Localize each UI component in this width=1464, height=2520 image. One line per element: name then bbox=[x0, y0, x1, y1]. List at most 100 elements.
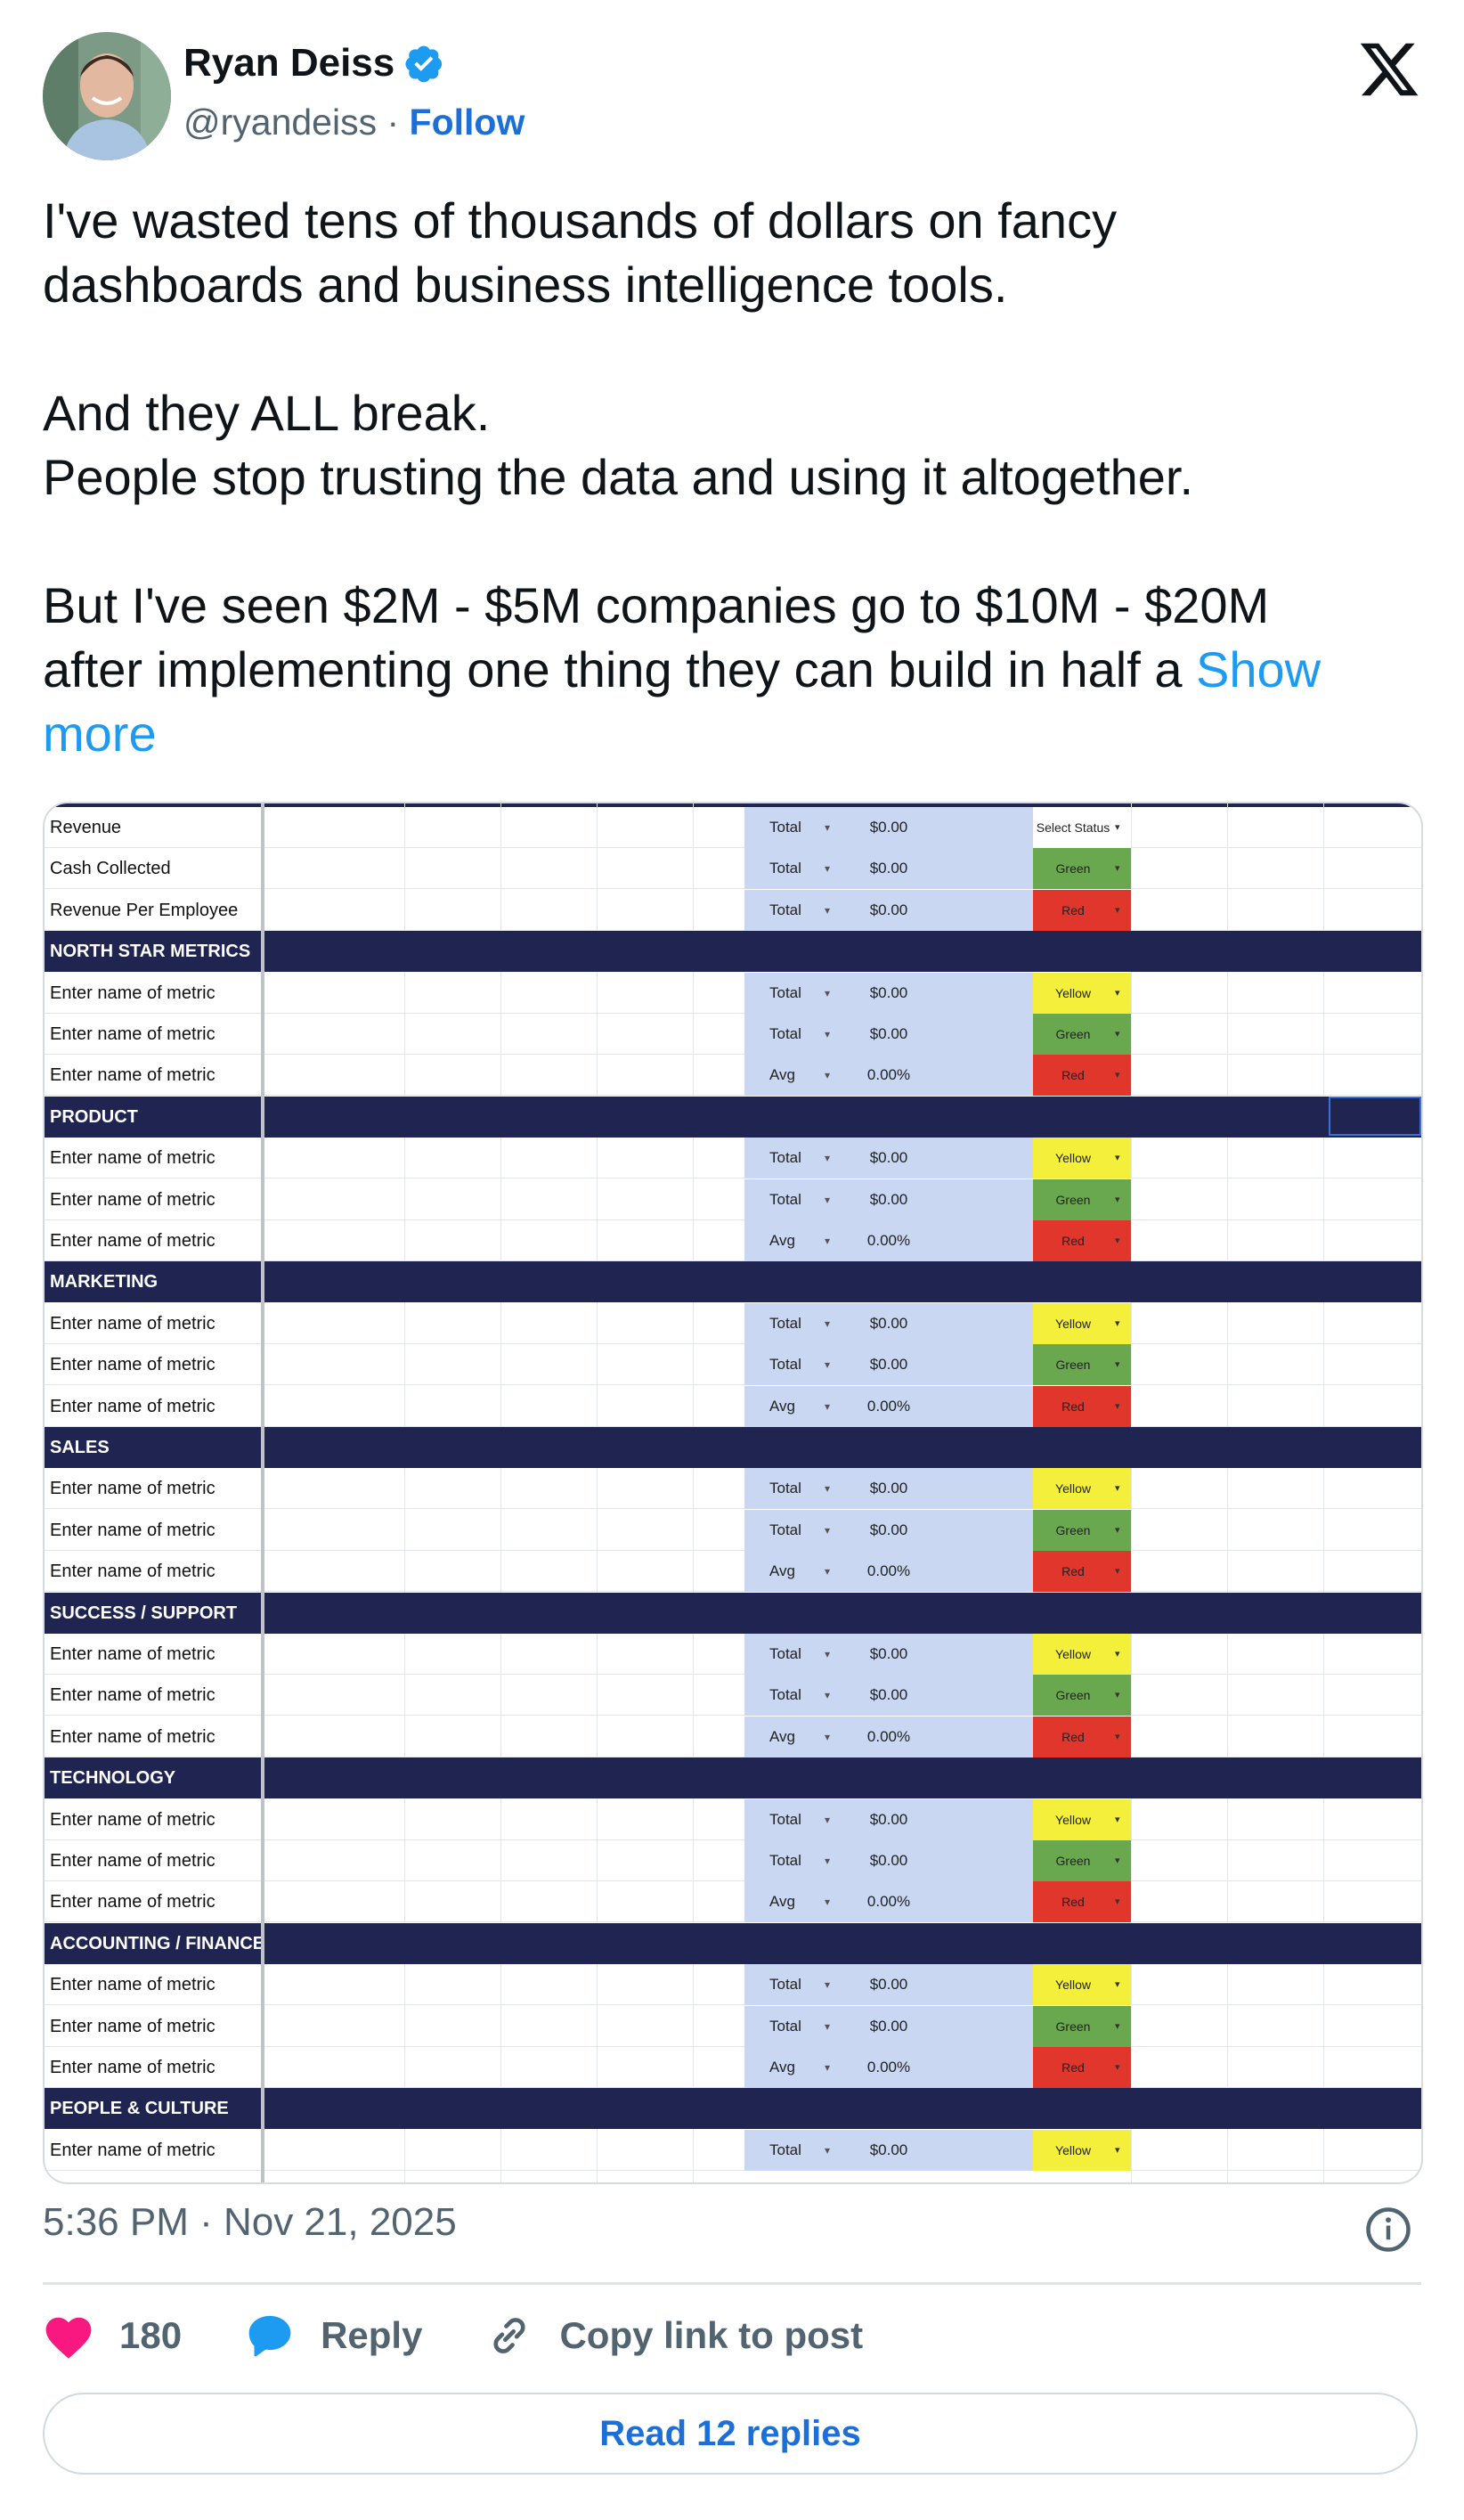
aggregation-dropdown[interactable]: Total ▾ bbox=[744, 848, 841, 890]
section-title[interactable]: PRODUCT bbox=[50, 1106, 138, 1127]
status-dropdown[interactable]: Red ▾ bbox=[1033, 1881, 1131, 1923]
section-title[interactable]: TECHNOLOGY bbox=[50, 1768, 176, 1789]
aggregation-dropdown[interactable]: Avg ▾ bbox=[744, 1716, 841, 1757]
metric-value-cell[interactable]: 0.00% bbox=[841, 1055, 937, 1097]
metric-value-cell[interactable]: $0.00 bbox=[841, 848, 937, 890]
empty-cell[interactable] bbox=[937, 2129, 1033, 2171]
empty-cell[interactable] bbox=[937, 2047, 1033, 2088]
aggregation-dropdown[interactable]: Avg ▾ bbox=[744, 1055, 841, 1097]
metric-name-cell[interactable]: Enter name of metric bbox=[50, 1148, 216, 1169]
aggregation-dropdown[interactable]: Avg ▾ bbox=[744, 1551, 841, 1593]
aggregation-dropdown[interactable]: Total ▾ bbox=[744, 2129, 841, 2171]
status-dropdown[interactable]: Green ▾ bbox=[1033, 1675, 1131, 1717]
metric-name-cell[interactable]: Enter name of metric bbox=[50, 2058, 216, 2077]
status-dropdown[interactable]: Red ▾ bbox=[1033, 1716, 1131, 1757]
aggregation-dropdown[interactable]: Total ▾ bbox=[744, 2005, 841, 2047]
empty-cell[interactable] bbox=[937, 1716, 1033, 1757]
metric-name-cell[interactable]: Enter name of metric bbox=[50, 983, 216, 1003]
metric-value-cell[interactable]: $0.00 bbox=[841, 1468, 937, 1510]
x-logo-icon[interactable] bbox=[1357, 37, 1421, 102]
section-title[interactable]: PEOPLE & CULTURE bbox=[50, 2099, 229, 2119]
metric-value-cell[interactable]: $0.00 bbox=[841, 1964, 937, 2006]
metric-name-cell[interactable]: Enter name of metric bbox=[50, 1065, 216, 1086]
empty-cell[interactable] bbox=[937, 1220, 1033, 1261]
metric-name-cell[interactable]: Enter name of metric bbox=[50, 2016, 216, 2036]
empty-cell[interactable] bbox=[937, 1675, 1033, 1717]
empty-cell[interactable] bbox=[937, 1385, 1033, 1427]
empty-cell[interactable] bbox=[937, 1344, 1033, 1386]
reply-button[interactable]: Reply bbox=[244, 2311, 422, 2361]
empty-cell[interactable] bbox=[937, 1551, 1033, 1593]
metric-value-cell[interactable]: $0.00 bbox=[841, 1178, 937, 1220]
metric-name-cell[interactable]: Enter name of metric bbox=[50, 1231, 216, 1251]
author-name[interactable]: Ryan Deiss bbox=[183, 41, 395, 85]
section-title[interactable]: ACCOUNTING / FINANCE bbox=[50, 1933, 265, 1953]
tweet-image-spreadsheet[interactable]: Revenue Total ▾ $0.00 Select Status ▾ Cash Col… bbox=[43, 802, 1423, 2184]
aggregation-dropdown[interactable]: Total ▾ bbox=[744, 1634, 841, 1675]
metric-name-cell[interactable]: Enter name of metric bbox=[50, 1644, 216, 1664]
empty-cell[interactable] bbox=[937, 1840, 1033, 1881]
aggregation-dropdown[interactable]: Total ▾ bbox=[744, 1468, 841, 1510]
aggregation-dropdown[interactable]: Avg ▾ bbox=[744, 2047, 841, 2088]
status-dropdown[interactable]: Yellow ▾ bbox=[1033, 1468, 1131, 1510]
status-dropdown[interactable]: Select Status ▾ bbox=[1033, 807, 1131, 848]
metric-name-cell[interactable]: Enter name of metric bbox=[50, 1562, 216, 1582]
metric-value-cell[interactable]: $0.00 bbox=[841, 1138, 937, 1179]
metric-name-cell[interactable]: Enter name of metric bbox=[50, 1024, 216, 1044]
aggregation-dropdown[interactable]: Total ▾ bbox=[744, 1178, 841, 1220]
empty-cell[interactable] bbox=[937, 1964, 1033, 2006]
empty-cell[interactable] bbox=[937, 1138, 1033, 1179]
metric-name-cell[interactable]: Enter name of metric bbox=[50, 1726, 216, 1747]
metric-value-cell[interactable]: $0.00 bbox=[841, 1509, 937, 1551]
status-dropdown[interactable]: Green ▾ bbox=[1033, 2005, 1131, 2047]
copy-link-button[interactable]: Copy link to post bbox=[484, 2311, 863, 2361]
aggregation-dropdown[interactable]: Total ▾ bbox=[744, 1509, 841, 1551]
metric-value-cell[interactable]: $0.00 bbox=[841, 2005, 937, 2047]
metric-name-cell[interactable]: Revenue Per Employee bbox=[50, 900, 239, 920]
status-dropdown[interactable]: Yellow ▾ bbox=[1033, 1138, 1131, 1179]
status-dropdown[interactable]: Yellow ▾ bbox=[1033, 1634, 1131, 1675]
metric-value-cell[interactable]: 0.00% bbox=[841, 1881, 937, 1923]
empty-cell[interactable] bbox=[937, 1178, 1033, 1220]
show-more-link[interactable]: Show more bbox=[43, 641, 1322, 762]
section-title[interactable]: SUCCESS / SUPPORT bbox=[50, 1603, 238, 1623]
empty-cell[interactable] bbox=[937, 1509, 1033, 1551]
aggregation-dropdown[interactable]: Total ▾ bbox=[744, 972, 841, 1014]
metric-name-cell[interactable]: Enter name of metric bbox=[50, 1396, 216, 1416]
empty-cell[interactable] bbox=[937, 889, 1033, 931]
metric-name-cell[interactable]: Enter name of metric bbox=[50, 1355, 216, 1375]
status-dropdown[interactable]: Red ▾ bbox=[1033, 889, 1131, 931]
empty-cell[interactable] bbox=[937, 1302, 1033, 1344]
aggregation-dropdown[interactable]: Total ▾ bbox=[744, 1840, 841, 1881]
metric-value-cell[interactable]: $0.00 bbox=[841, 807, 937, 848]
metric-name-cell[interactable]: Enter name of metric bbox=[50, 1479, 216, 1499]
metric-value-cell[interactable]: $0.00 bbox=[841, 1014, 937, 1055]
aggregation-dropdown[interactable]: Total ▾ bbox=[744, 1014, 841, 1055]
status-dropdown[interactable]: Red ▾ bbox=[1033, 1385, 1131, 1427]
metric-value-cell[interactable]: $0.00 bbox=[841, 1675, 937, 1717]
empty-cell[interactable] bbox=[937, 848, 1033, 890]
status-dropdown[interactable]: Green ▾ bbox=[1033, 1840, 1131, 1881]
aggregation-dropdown[interactable]: Avg ▾ bbox=[744, 1385, 841, 1427]
aggregation-dropdown[interactable]: Avg ▾ bbox=[744, 1881, 841, 1923]
empty-cell[interactable] bbox=[937, 1881, 1033, 1923]
aggregation-dropdown[interactable]: Total ▾ bbox=[744, 1675, 841, 1717]
avatar[interactable] bbox=[43, 32, 171, 160]
aggregation-dropdown[interactable]: Total ▾ bbox=[744, 1344, 841, 1386]
metric-value-cell[interactable]: 0.00% bbox=[841, 1551, 937, 1593]
status-dropdown[interactable]: Yellow ▾ bbox=[1033, 1964, 1131, 2006]
empty-cell[interactable] bbox=[937, 1468, 1033, 1510]
like-button[interactable]: 180 bbox=[43, 2312, 182, 2360]
status-dropdown[interactable]: Yellow ▾ bbox=[1033, 972, 1131, 1014]
status-dropdown[interactable]: Green ▾ bbox=[1033, 1178, 1131, 1220]
metric-value-cell[interactable]: $0.00 bbox=[841, 1634, 937, 1675]
status-dropdown[interactable]: Yellow ▾ bbox=[1033, 1798, 1131, 1840]
empty-cell[interactable] bbox=[937, 807, 1033, 848]
selected-cell[interactable] bbox=[1329, 1096, 1421, 1136]
metric-name-cell[interactable]: Enter name of metric bbox=[50, 1520, 216, 1540]
empty-cell[interactable] bbox=[937, 2005, 1033, 2047]
metric-value-cell[interactable]: $0.00 bbox=[841, 972, 937, 1014]
metric-name-cell[interactable]: Enter name of metric bbox=[50, 2140, 216, 2160]
status-dropdown[interactable]: Red ▾ bbox=[1033, 1220, 1131, 1261]
metric-value-cell[interactable]: $0.00 bbox=[841, 1798, 937, 1840]
